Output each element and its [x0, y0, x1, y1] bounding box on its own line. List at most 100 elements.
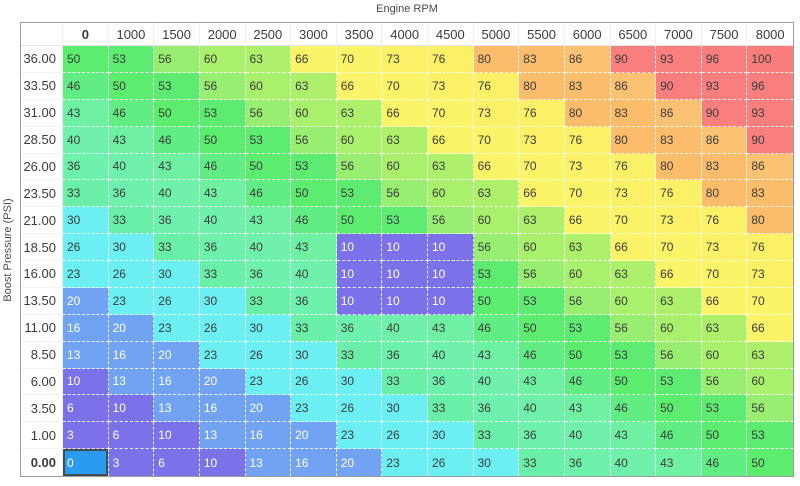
table-cell[interactable]: 40	[382, 314, 428, 342]
table-cell[interactable]: 33	[473, 422, 520, 450]
table-cell[interactable]: 46	[245, 180, 292, 208]
table-cell[interactable]: 56	[610, 314, 657, 342]
table-cell[interactable]: 76	[747, 234, 793, 261]
table-cell[interactable]: 63	[428, 153, 474, 181]
table-cell[interactable]: 43	[656, 449, 702, 476]
table-cell[interactable]: 23	[382, 449, 428, 476]
table-cell[interactable]: 10	[63, 368, 109, 396]
row-header-psi-1.00[interactable]: 1.00	[21, 422, 63, 450]
table-cell[interactable]: 56	[701, 368, 748, 396]
table-cell[interactable]: 86	[656, 99, 702, 127]
table-cell[interactable]: 10	[336, 234, 383, 261]
table-cell[interactable]: 36	[154, 207, 200, 235]
table-cell[interactable]: 56	[519, 261, 565, 288]
row-header-psi-36.00[interactable]: 36.00	[21, 46, 63, 73]
table-cell[interactable]: 40	[245, 234, 292, 261]
table-cell[interactable]: 26	[63, 234, 109, 261]
table-cell[interactable]: 36	[291, 287, 337, 315]
row-header-psi-11.00[interactable]: 11.00	[21, 314, 63, 342]
table-cell[interactable]: 83	[564, 72, 611, 100]
table-cell[interactable]: 16	[63, 314, 109, 342]
table-cell[interactable]: 46	[701, 449, 748, 476]
table-cell[interactable]: 60	[701, 341, 748, 369]
table-cell[interactable]: 50	[336, 207, 383, 235]
table-cell[interactable]: 10	[382, 287, 428, 315]
table-cell[interactable]: 50	[701, 422, 748, 450]
table-cell-selected[interactable]: 0	[63, 449, 109, 476]
table-cell[interactable]: 56	[245, 99, 292, 127]
row-header-psi-28.50[interactable]: 28.50	[21, 126, 63, 154]
table-cell[interactable]: 50	[473, 287, 520, 315]
table-cell[interactable]: 6	[63, 395, 109, 423]
table-cell[interactable]: 56	[473, 234, 520, 261]
table-cell[interactable]: 13	[199, 422, 246, 450]
column-header-rpm-5000[interactable]: 5000	[473, 23, 520, 46]
table-cell[interactable]: 96	[747, 72, 793, 100]
table-cell[interactable]: 20	[63, 287, 109, 315]
table-cell[interactable]: 30	[473, 449, 520, 476]
table-cell[interactable]: 50	[199, 126, 246, 154]
table-cell[interactable]: 40	[428, 341, 474, 369]
column-header-rpm-8000[interactable]: 8000	[747, 23, 793, 46]
column-header-rpm-3000[interactable]: 3000	[291, 23, 337, 46]
table-cell[interactable]: 40	[199, 207, 246, 235]
table-cell[interactable]: 23	[154, 314, 200, 342]
table-cell[interactable]: 36	[63, 153, 109, 181]
table-cell[interactable]: 46	[656, 422, 702, 450]
table-cell[interactable]: 60	[656, 314, 702, 342]
table-cell[interactable]: 33	[336, 341, 383, 369]
table-cell[interactable]: 46	[610, 395, 657, 423]
table-cell[interactable]: 40	[291, 261, 337, 288]
column-header-rpm-7000[interactable]: 7000	[656, 23, 702, 46]
row-header-psi-8.50[interactable]: 8.50	[21, 341, 63, 369]
table-cell[interactable]: 66	[428, 126, 474, 154]
table-cell[interactable]: 33	[245, 287, 292, 315]
table-cell[interactable]: 30	[382, 395, 428, 423]
column-header-rpm-0[interactable]: 0	[63, 23, 109, 46]
table-cell[interactable]: 60	[473, 207, 520, 235]
column-header-rpm-4500[interactable]: 4500	[428, 23, 474, 46]
table-cell[interactable]: 46	[564, 368, 611, 396]
table-cell[interactable]: 30	[428, 422, 474, 450]
table-cell[interactable]: 53	[108, 46, 155, 73]
table-cell[interactable]: 33	[428, 395, 474, 423]
table-cell[interactable]: 33	[291, 314, 337, 342]
table-cell[interactable]: 83	[610, 99, 657, 127]
table-cell[interactable]: 73	[519, 126, 565, 154]
table-cell[interactable]: 36	[519, 422, 565, 450]
table-cell[interactable]: 23	[63, 261, 109, 288]
column-header-rpm-4000[interactable]: 4000	[382, 23, 428, 46]
table-cell[interactable]: 40	[564, 422, 611, 450]
table-cell[interactable]: 70	[701, 261, 748, 288]
table-cell[interactable]: 76	[656, 180, 702, 208]
table-cell[interactable]: 70	[473, 126, 520, 154]
table-cell[interactable]: 20	[336, 449, 383, 476]
table-cell[interactable]: 50	[747, 449, 793, 476]
table-cell[interactable]: 66	[610, 234, 657, 261]
table-cell[interactable]: 60	[564, 261, 611, 288]
table-cell[interactable]: 50	[610, 368, 657, 396]
table-cell[interactable]: 23	[108, 287, 155, 315]
table-cell[interactable]: 33	[154, 234, 200, 261]
table-cell[interactable]: 56	[291, 126, 337, 154]
table-cell[interactable]: 10	[199, 449, 246, 476]
table-cell[interactable]: 73	[428, 72, 474, 100]
table-cell[interactable]: 60	[336, 126, 383, 154]
table-cell[interactable]: 23	[199, 341, 246, 369]
table-cell[interactable]: 66	[747, 314, 793, 342]
column-header-rpm-2000[interactable]: 2000	[199, 23, 246, 46]
table-cell[interactable]: 40	[154, 180, 200, 208]
table-cell[interactable]: 50	[154, 99, 200, 127]
table-cell[interactable]: 6	[154, 449, 200, 476]
table-cell[interactable]: 80	[656, 153, 702, 181]
table-cell[interactable]: 40	[63, 126, 109, 154]
table-cell[interactable]: 36	[382, 341, 428, 369]
table-cell[interactable]: 30	[291, 341, 337, 369]
table-cell[interactable]: 76	[428, 46, 474, 73]
table-cell[interactable]: 30	[108, 234, 155, 261]
table-cell[interactable]: 23	[336, 422, 383, 450]
table-cell[interactable]: 70	[610, 207, 657, 235]
table-cell[interactable]: 36	[428, 368, 474, 396]
table-cell[interactable]: 46	[199, 153, 246, 181]
table-cell[interactable]: 53	[199, 99, 246, 127]
